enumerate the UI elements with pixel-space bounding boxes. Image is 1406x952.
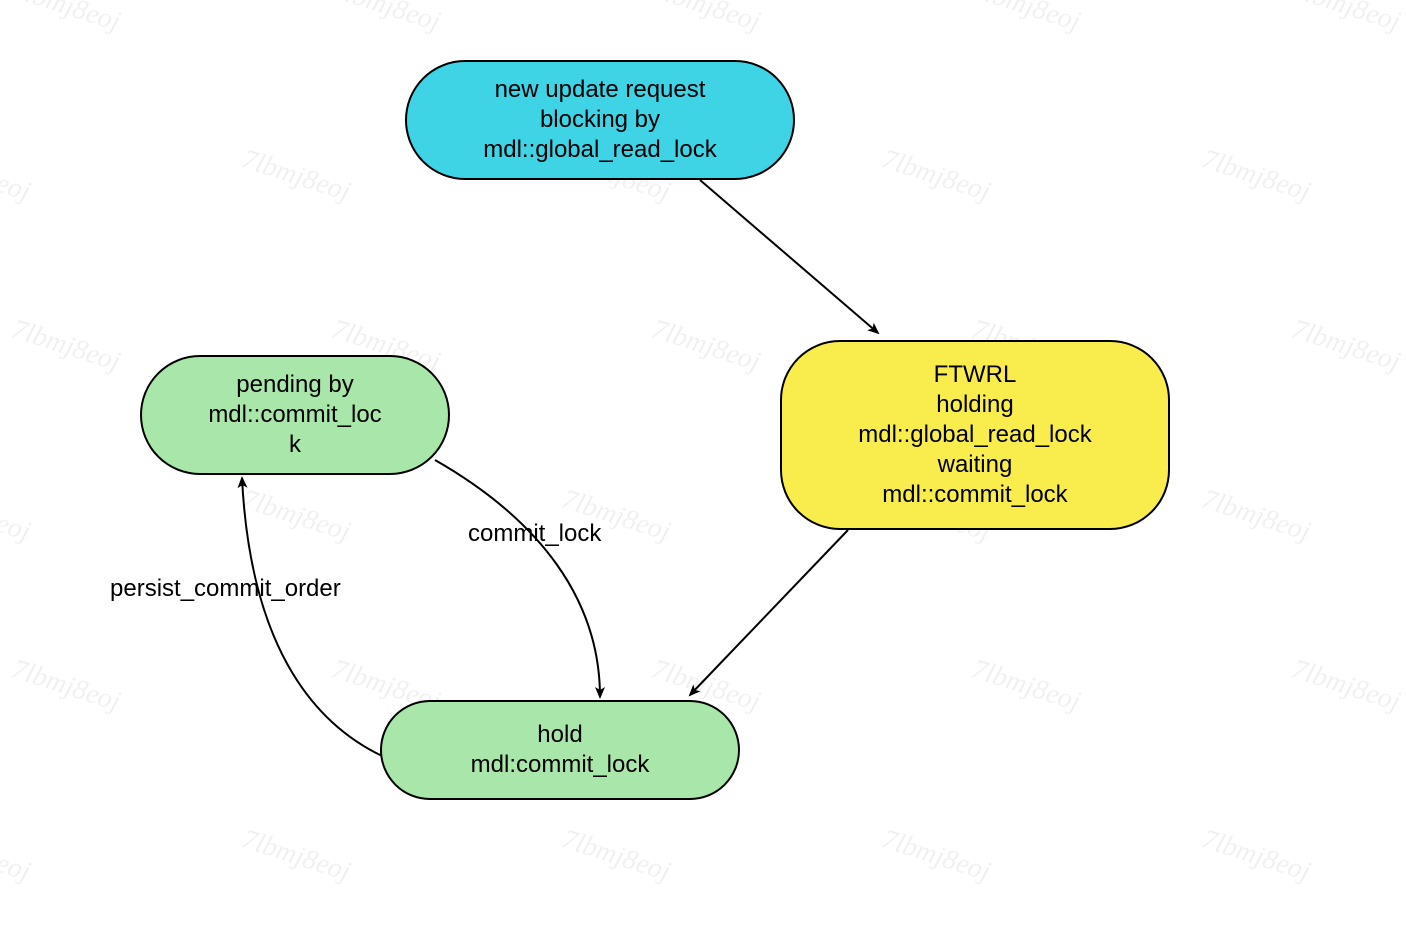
node-pending-text: pending by mdl::commit_loc k <box>208 370 381 460</box>
diagram-layer: new update request blocking by mdl::glob… <box>0 0 1406 952</box>
node-hold: hold mdl:commit_lock <box>380 700 740 800</box>
node-pending: pending by mdl::commit_loc k <box>140 355 450 475</box>
node-ftwrl: FTWRL holding mdl::global_read_lock wait… <box>780 340 1170 530</box>
node-new-update-request: new update request blocking by mdl::glob… <box>405 60 795 180</box>
node-ftwrl-text: FTWRL holding mdl::global_read_lock wait… <box>858 360 1091 510</box>
edge-label-persist-commit-order: persist_commit_order <box>110 575 341 603</box>
edge-label-commit-lock: commit_lock <box>468 520 601 548</box>
node-hold-text: hold mdl:commit_lock <box>471 720 650 780</box>
node-new-update-text: new update request blocking by mdl::glob… <box>483 75 716 165</box>
